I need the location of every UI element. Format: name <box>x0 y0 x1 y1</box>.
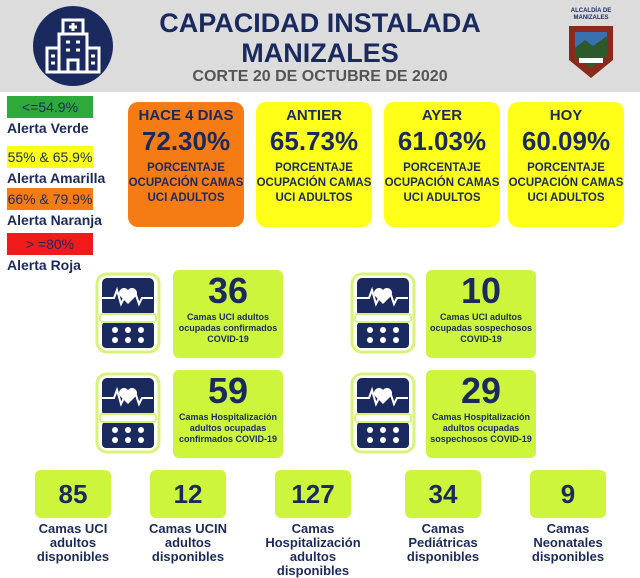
heart-monitor-icon <box>350 372 416 454</box>
period-label: ANTIER <box>286 107 342 124</box>
legend-range: > =80% <box>7 233 93 255</box>
available-value: 34 <box>405 470 481 518</box>
legend-label: Alerta Amarilla <box>7 170 106 186</box>
page-title: CAPACIDAD INSTALADA <box>159 8 481 38</box>
page-title-city: MANIZALES <box>241 38 399 68</box>
available-desc: Camas UCI adultos disponibles <box>36 521 110 564</box>
legend-label: Alerta Naranja <box>7 212 102 228</box>
period-label: HACE 4 DIAS <box>138 107 234 124</box>
occupancy-desc: PORCENTAJE OCUPACIÓN CAMAS UCI ADULTOS <box>128 162 244 204</box>
stat-desc: Camas UCI adultos ocupadas sospechosos C… <box>429 312 533 344</box>
available-value: 9 <box>530 470 606 518</box>
occupancy-card: HOY 60.09% PORCENTAJE OCUPACIÓN CAMAS UCI … <box>508 102 624 227</box>
heart-monitor-icon <box>95 372 161 454</box>
occupancy-card: ANTIER 65.73% PORCENTAJE OCUPACIÓN CAMAS U… <box>256 102 372 227</box>
stat-desc: Camas Hospitalización adultos ocupadas c… <box>178 412 278 444</box>
legend-range: <=54.9% <box>7 96 93 118</box>
stat-desc: Camas UCI adultos ocupadas confirmados C… <box>178 312 278 344</box>
period-label: HOY <box>549 107 583 124</box>
occupancy-desc: PORCENTAJE OCUPACIÓN CAMAS UCI ADULTOS <box>256 162 372 204</box>
stat-box: 36 Camas UCI adultos ocupadas confirmados… <box>173 270 283 358</box>
occupancy-value: 72.30% <box>141 126 231 156</box>
occupancy-desc: PORCENTAJE OCUPACIÓN CAMAS UCI ADULTOS <box>508 162 624 204</box>
period-label: AYER <box>421 107 463 124</box>
stat-box: 29 Camas Hospitalización adultos ocupadas… <box>426 370 536 458</box>
occupancy-card: HACE 4 DIAS 72.30% PORCENTAJE OCUPACIÓN CA… <box>128 102 244 227</box>
stat-value: 29 <box>460 370 502 411</box>
stat-box: 10 Camas UCI adultos ocupadas sospechosos… <box>426 270 536 358</box>
alcaldia-logo: ALCALDÍA DE MANIZALES <box>560 8 622 84</box>
legend-range: 66% & 79.9% <box>7 188 93 210</box>
occupancy-desc: PORCENTAJE OCUPACIÓN CAMAS UCI ADULTOS <box>384 162 500 204</box>
stat-value: 59 <box>207 370 249 411</box>
occupancy-value: 60.09% <box>521 126 611 156</box>
hospital-icon <box>33 6 113 86</box>
logo-text: ALCALDÍA DE MANIZALES <box>570 8 612 21</box>
occupancy-value: 61.03% <box>397 126 487 156</box>
stat-value: 10 <box>460 270 502 311</box>
available-desc: Camas UCIN adultos disponibles <box>148 521 228 564</box>
legend-range: 55% & 65.9% <box>7 146 93 168</box>
available-desc: Camas Pediátricas disponibles <box>406 521 480 564</box>
occupancy-value: 65.73% <box>269 126 359 156</box>
stat-box: 59 Camas Hospitalización adultos ocupadas… <box>173 370 283 458</box>
heart-monitor-icon <box>95 272 161 354</box>
occupancy-card: AYER 61.03% PORCENTAJE OCUPACIÓN CAMAS UCI… <box>384 102 500 227</box>
available-value: 12 <box>150 470 226 518</box>
legend-label: Alerta Verde <box>7 120 89 136</box>
available-value: 127 <box>275 470 351 518</box>
heart-monitor-icon <box>350 272 416 354</box>
available-desc: Camas Neonatales disponibles <box>531 521 605 564</box>
stat-desc: Camas Hospitalización adultos ocupadas s… <box>430 412 532 444</box>
legend-label: Alerta Roja <box>7 257 81 273</box>
available-value: 85 <box>35 470 111 518</box>
page-subtitle: CORTE 20 DE OCTUBRE DE 2020 <box>192 68 448 85</box>
available-desc: Camas Hospitalización adultos disponible… <box>265 521 361 578</box>
stat-value: 36 <box>207 270 249 311</box>
